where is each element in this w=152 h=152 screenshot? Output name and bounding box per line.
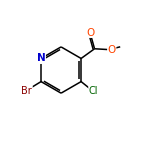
Text: O: O bbox=[108, 45, 116, 55]
Text: O: O bbox=[86, 28, 95, 38]
Text: N: N bbox=[37, 54, 45, 64]
Text: Cl: Cl bbox=[89, 86, 98, 97]
Text: Br: Br bbox=[21, 86, 32, 96]
